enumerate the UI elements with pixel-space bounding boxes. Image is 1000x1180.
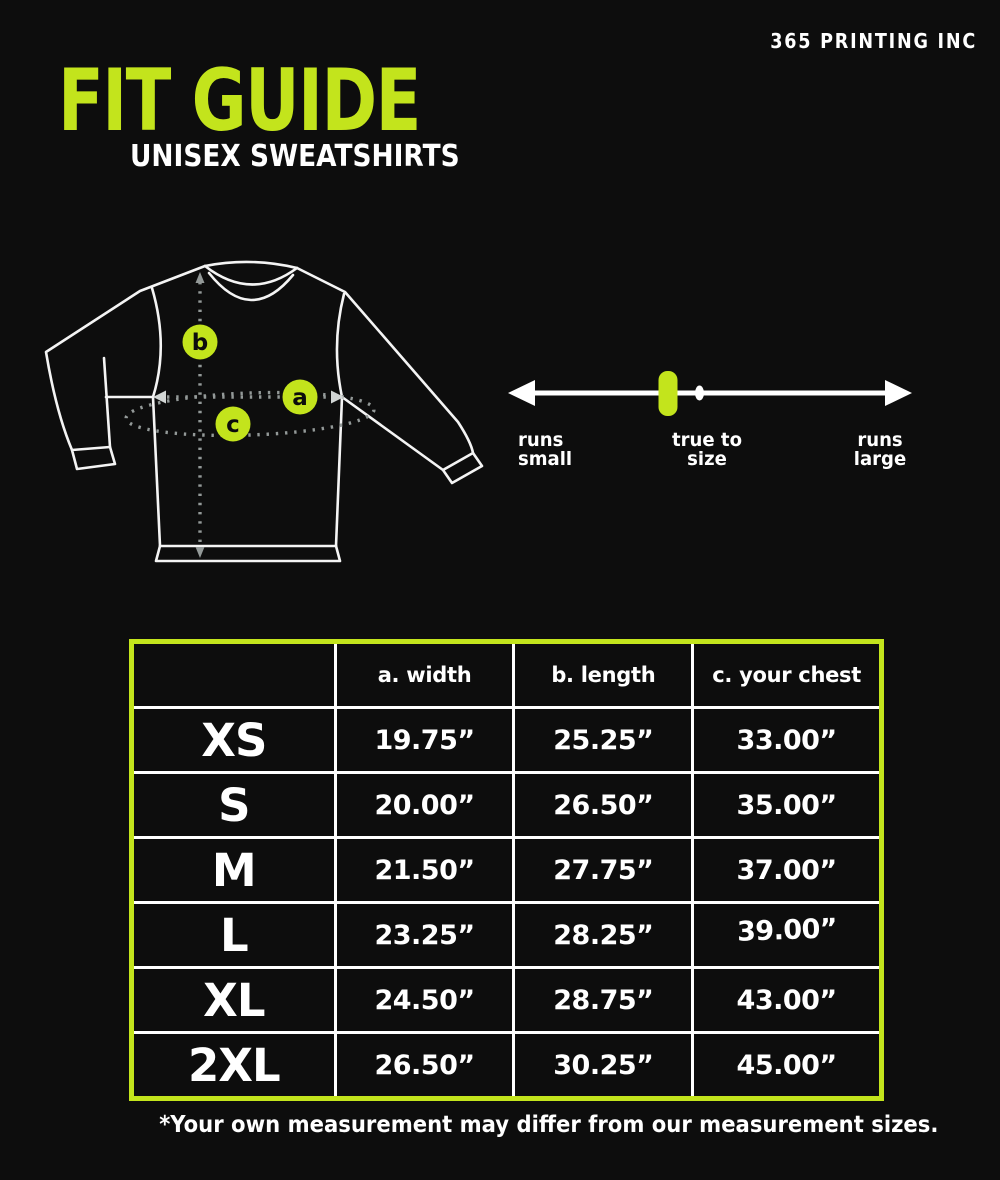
header-size — [134, 644, 337, 709]
size-label: S — [134, 771, 337, 840]
chest-value: 45.00” — [691, 1031, 879, 1096]
width-value: 20.00” — [333, 771, 516, 840]
width-value: 26.50” — [333, 1031, 516, 1096]
chest-ellipse-c — [124, 390, 376, 438]
measurement-markers: b a c — [182, 324, 318, 442]
length-value: 30.25” — [512, 1031, 695, 1096]
sweatshirt-outline — [44, 260, 484, 563]
scale-label-runs-small: runs small — [518, 431, 572, 469]
width-value: 19.75” — [333, 705, 516, 775]
table-row: XL 24.50” 28.75” 43.00” — [134, 966, 879, 1035]
marker-a-letter: a — [292, 385, 308, 411]
true-to-size-marker — [658, 371, 678, 416]
scale-label-line: small — [518, 448, 573, 470]
right-sleeve-outline — [295, 266, 475, 455]
scale-label-line: size — [687, 448, 727, 470]
size-label: M — [134, 836, 337, 905]
chest-value-text: 39.00” — [736, 912, 838, 948]
left-sleeve-outline — [44, 264, 207, 452]
collar-band — [207, 271, 295, 302]
marker-b-circle — [182, 324, 218, 360]
right-sleeve-inner-edge — [340, 395, 445, 472]
table-row: XS 19.75” 25.25” 33.00” — [134, 705, 879, 775]
table-row: L 23.25” 28.25” 39.00” — [134, 901, 879, 970]
table-row: 2XL 26.50” 30.25” 45.00” — [134, 1031, 879, 1096]
brand-name: 365 PRINTING INC — [770, 29, 977, 53]
chest-value: 37.00” — [691, 836, 879, 905]
length-value: 26.50” — [512, 771, 695, 840]
collar-inner — [203, 264, 299, 286]
length-arrow-up — [195, 272, 205, 283]
scale-label-line: true to — [672, 429, 742, 451]
table-row: S 20.00” 26.50” 35.00” — [134, 771, 879, 840]
chest-value: 39.00” — [691, 901, 879, 970]
scale-label-runs-large: runs large — [854, 431, 906, 469]
size-label: XL — [134, 966, 337, 1035]
right-cuff — [441, 451, 484, 485]
marker-c-letter: c — [226, 412, 240, 438]
scale-label-line: runs — [857, 429, 903, 451]
marker-b-letter: b — [192, 330, 208, 356]
width-value: 23.25” — [333, 901, 516, 970]
left-armhole-seam — [150, 286, 163, 399]
marker-a-circle — [282, 379, 318, 415]
scale-label-line: runs — [518, 429, 564, 451]
scale-arrowhead-left — [508, 380, 535, 406]
measurement-guides — [124, 272, 376, 558]
size-label: L — [134, 901, 337, 970]
sweatshirt-diagram: b a c — [44, 260, 484, 563]
fit-scale-arrow — [508, 371, 912, 416]
collar-back — [203, 260, 299, 270]
table-header-row: a. width b. length c. your chest — [134, 644, 879, 709]
size-table: a. width b. length c. your chest XS 19.7… — [134, 644, 879, 1096]
left-cuff — [70, 445, 117, 471]
length-arrow-down — [195, 547, 205, 558]
header-width: a. width — [333, 644, 516, 709]
chest-value: 43.00” — [691, 966, 879, 1035]
length-value: 25.25” — [512, 705, 695, 775]
size-label: XS — [134, 705, 337, 775]
scale-tick-dot — [695, 385, 704, 401]
chest-value: 35.00” — [691, 771, 879, 840]
header-chest: c. your chest — [691, 644, 879, 709]
left-sleeve-inner-edge — [102, 356, 112, 449]
body-left-edge — [151, 395, 162, 548]
header-length: b. length — [512, 644, 695, 709]
table-row: M 21.50” 27.75” 37.00” — [134, 836, 879, 905]
length-value: 27.75” — [512, 836, 695, 905]
scale-label-line: large — [853, 448, 907, 470]
body-right-edge — [334, 395, 344, 548]
page-subtitle: UNISEX SWEATSHIRTS — [130, 139, 460, 174]
scale-arrowhead-right — [885, 380, 912, 406]
width-value: 21.50” — [333, 836, 516, 905]
measurement-disclaimer: *Your own measurement may differ from ou… — [159, 1112, 939, 1138]
size-label: 2XL — [134, 1031, 337, 1096]
hem-band — [154, 544, 342, 563]
right-armhole-seam — [335, 292, 346, 399]
marker-c-circle — [215, 406, 251, 442]
scale-label-true-to-size: true to size — [672, 431, 742, 469]
width-arrow-right — [331, 390, 344, 404]
chest-value: 33.00” — [691, 705, 879, 775]
width-arrow-left — [153, 390, 166, 404]
width-value: 24.50” — [333, 966, 516, 1035]
fit-scale: runs small true to size runs large — [505, 355, 915, 485]
size-table-border: a. width b. length c. your chest XS 19.7… — [129, 639, 884, 1101]
length-value: 28.25” — [512, 901, 695, 970]
length-value: 28.75” — [512, 966, 695, 1035]
page-title: FIT GUIDE — [58, 51, 421, 151]
